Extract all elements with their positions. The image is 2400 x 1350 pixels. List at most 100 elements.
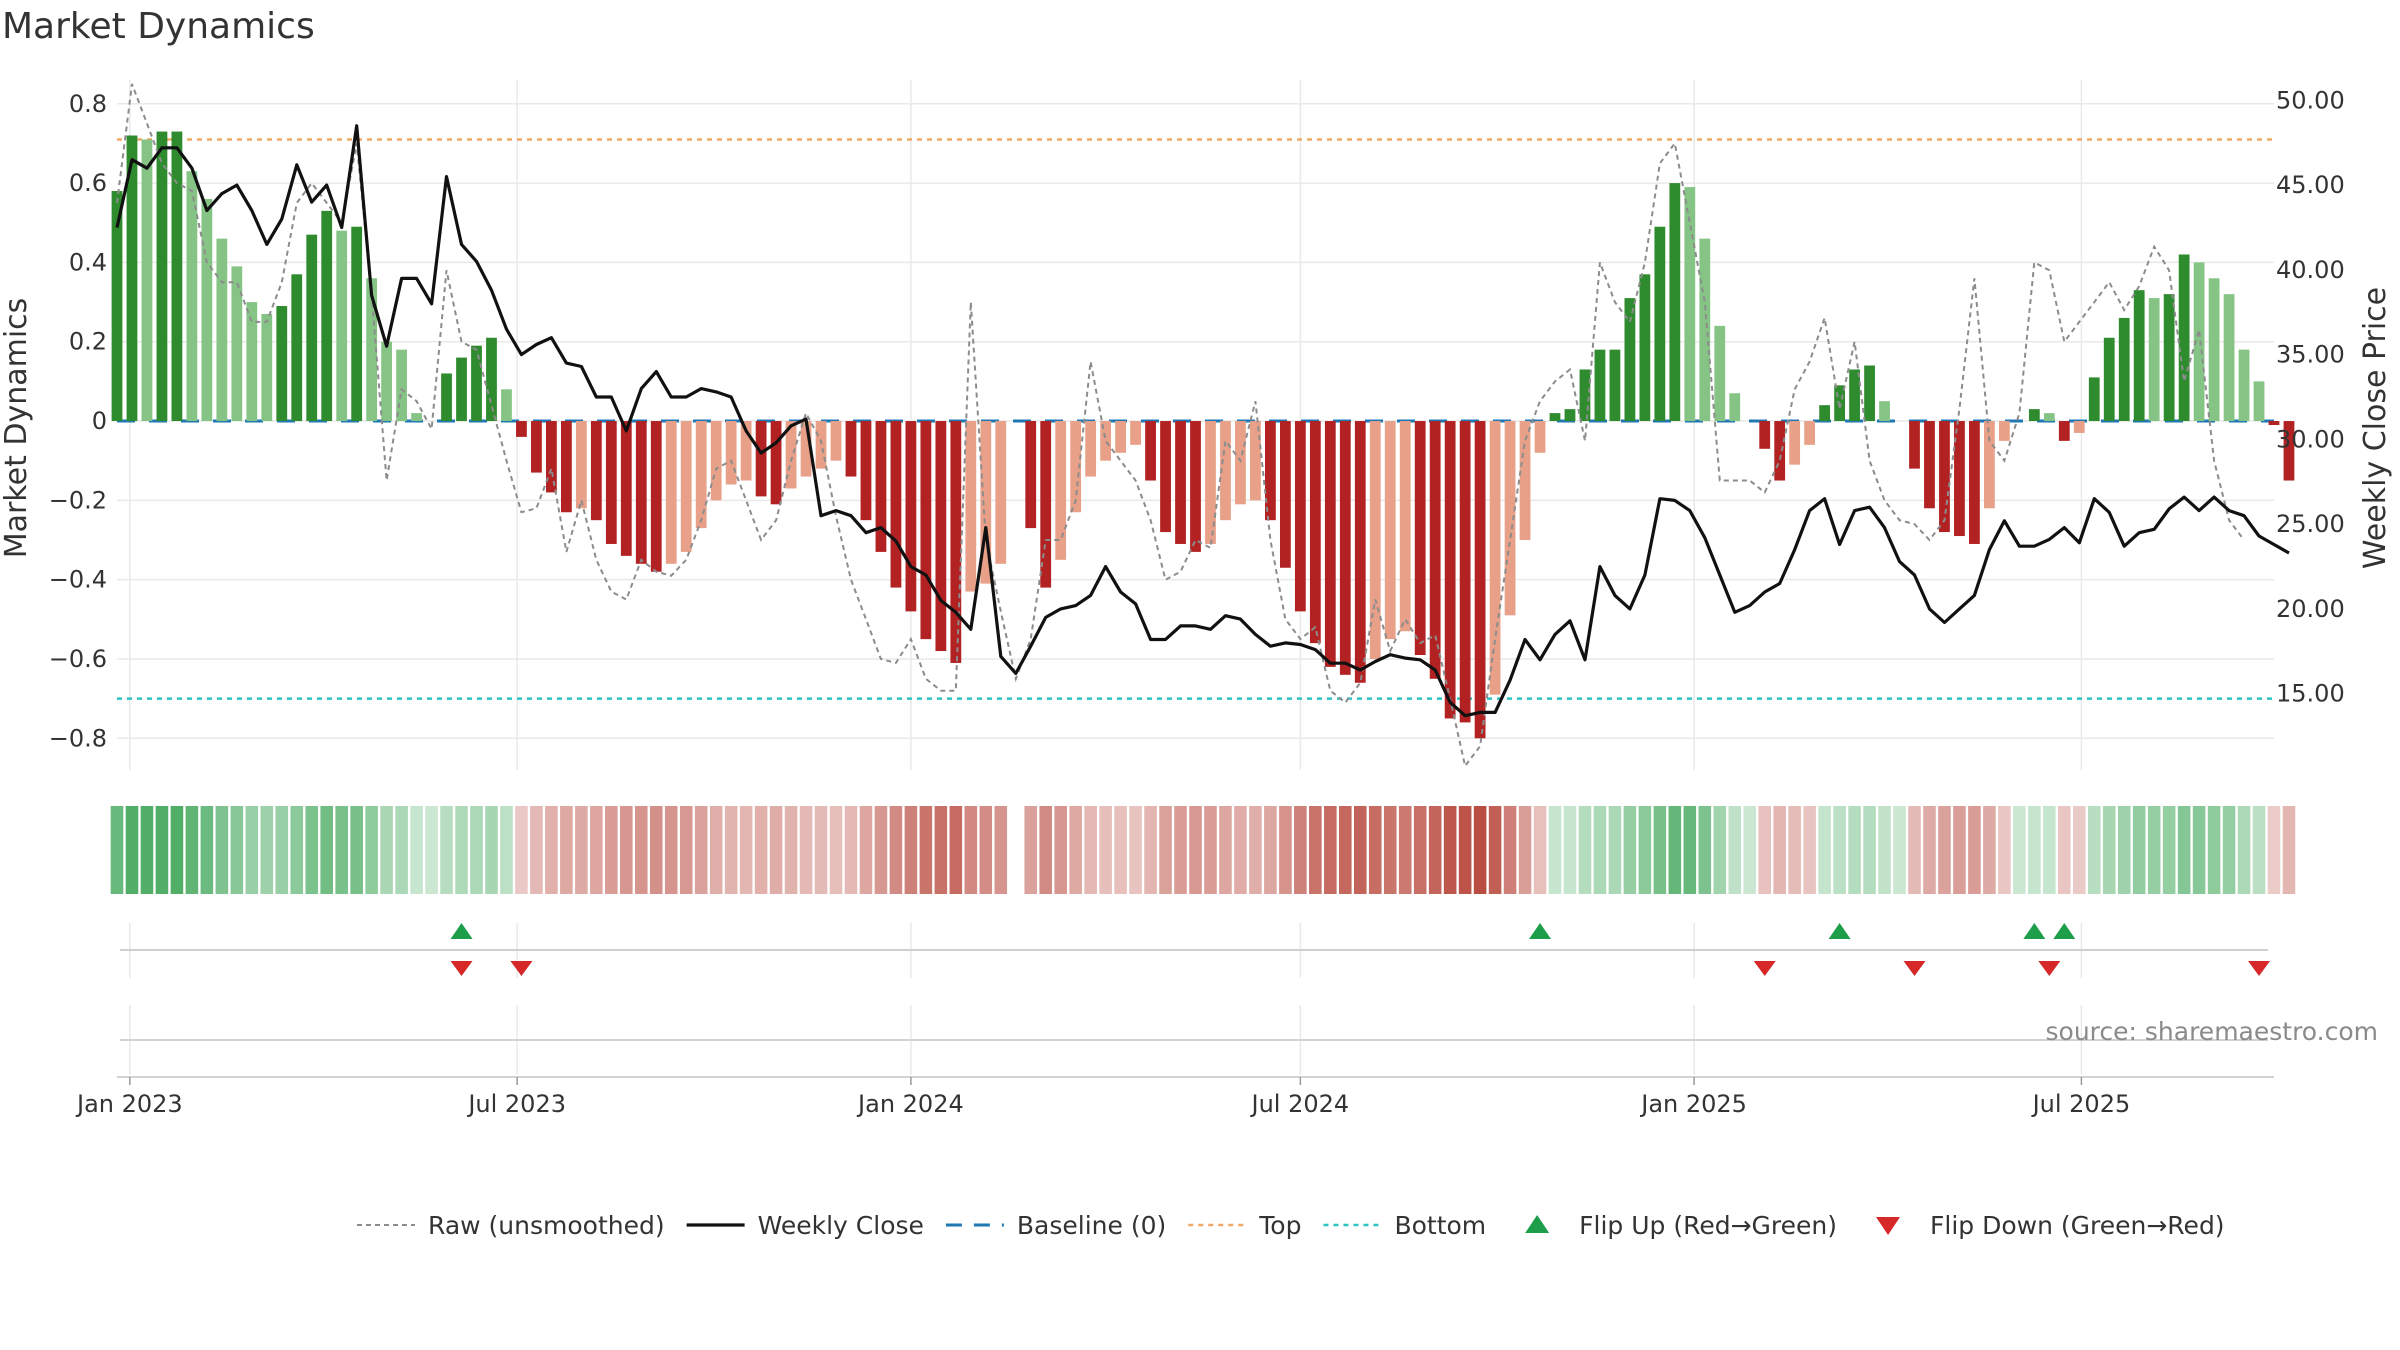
dynamics-bar bbox=[216, 238, 228, 422]
y-tick-label-right: 20.00 bbox=[2276, 595, 2345, 623]
heat-cell bbox=[934, 806, 948, 894]
heat-cell bbox=[814, 806, 828, 894]
dynamics-bar bbox=[860, 421, 872, 521]
x-tick-label: Jul 2025 bbox=[2031, 1090, 2131, 1118]
heat-cell bbox=[1728, 806, 1742, 894]
dynamics-bar bbox=[1969, 421, 1980, 544]
flip-down-marker bbox=[1753, 961, 1776, 976]
heat-cell bbox=[649, 806, 663, 894]
heat-cell bbox=[1503, 806, 1517, 894]
heat-cell bbox=[1623, 806, 1637, 894]
dynamics-bar bbox=[1474, 421, 1486, 739]
dynamics-bar bbox=[2133, 290, 2145, 422]
y-tick-label-right: 30.00 bbox=[2276, 425, 2345, 453]
heat-cell bbox=[799, 806, 813, 894]
heat-cell bbox=[2162, 806, 2176, 894]
heat-cell bbox=[1368, 806, 1382, 894]
dynamics-bar bbox=[2088, 377, 2100, 422]
heat-cell bbox=[2177, 806, 2191, 894]
dynamics-bar bbox=[605, 421, 617, 544]
dynamics-bar bbox=[486, 337, 497, 422]
legend-label: Raw (unsmoothed) bbox=[428, 1211, 665, 1240]
dynamics-bar bbox=[1984, 421, 1995, 509]
heat-cell bbox=[889, 806, 903, 894]
heat-cell bbox=[1578, 806, 1592, 894]
dynamics-bar bbox=[381, 341, 393, 422]
dynamics-bar bbox=[186, 171, 198, 422]
y-tick-label-left: −0.6 bbox=[49, 645, 107, 673]
dynamics-bar bbox=[680, 421, 692, 552]
heat-cell bbox=[1294, 806, 1307, 894]
heat-cell bbox=[1279, 806, 1292, 894]
y-tick-label-left: −0.8 bbox=[49, 724, 107, 752]
flip-markers-panel bbox=[120, 923, 2271, 978]
dynamics-bar bbox=[710, 421, 722, 501]
heat-cell bbox=[560, 806, 573, 894]
heat-cell bbox=[1998, 806, 2011, 894]
heat-cell bbox=[769, 806, 783, 894]
heat-cell bbox=[2192, 806, 2206, 894]
dynamics-bar bbox=[1864, 365, 1875, 422]
heat-cell bbox=[1084, 806, 1097, 894]
heat-cell bbox=[994, 806, 1008, 894]
y-tick-label-left: −0.4 bbox=[49, 566, 107, 594]
y-axis-right-ticks: 50.00 45.00 40.00 35.00 30.00 25.00 20.00 15.00 bbox=[2276, 86, 2345, 707]
dynamics-bar bbox=[1804, 421, 1816, 445]
heat-cell bbox=[1353, 806, 1367, 894]
dynamics-bar bbox=[995, 421, 1007, 564]
dynamics-bar bbox=[1909, 421, 1920, 469]
dynamics-bar bbox=[2238, 349, 2250, 422]
heat-cell bbox=[1204, 806, 1217, 894]
dynamics-bar bbox=[2028, 409, 2040, 422]
dynamics-bar bbox=[800, 421, 812, 477]
dynamics-bar bbox=[560, 421, 572, 513]
dynamics-bar bbox=[1819, 405, 1831, 422]
dynamics-bar bbox=[1549, 413, 1561, 422]
legend-item-flip_down: Flip Down (Green→Red) bbox=[1876, 1211, 2225, 1240]
flip-down-marker bbox=[1903, 961, 1926, 976]
empty-lower-panel bbox=[117, 1005, 2274, 1078]
y-tick-label-left: 0.2 bbox=[69, 328, 107, 356]
heat-cell bbox=[2013, 806, 2026, 894]
heat-cell bbox=[2282, 806, 2296, 894]
heat-cell bbox=[575, 806, 588, 894]
dynamics-bar bbox=[441, 373, 452, 422]
dynamics-bar bbox=[1669, 183, 1681, 422]
dynamics-bar bbox=[935, 421, 947, 652]
dynamics-bar bbox=[920, 421, 932, 640]
flip-up-marker bbox=[2053, 923, 2076, 939]
dynamics-bar bbox=[366, 278, 378, 422]
dynamics-bar bbox=[1025, 421, 1037, 529]
dynamics-bar bbox=[1624, 298, 1636, 422]
heat-cell bbox=[634, 806, 648, 894]
heat-cell bbox=[694, 806, 708, 894]
heat-cell bbox=[320, 806, 333, 894]
dynamics-bar bbox=[276, 306, 288, 422]
heat-cell bbox=[1668, 806, 1682, 894]
legend-label: Top bbox=[1258, 1211, 1301, 1240]
dynamics-bar bbox=[321, 210, 333, 422]
heat-cell bbox=[1983, 806, 1996, 894]
dynamics-bar bbox=[620, 421, 632, 556]
x-tick-label: Jul 2023 bbox=[466, 1090, 566, 1118]
dynamics-bar bbox=[126, 135, 138, 422]
heat-cell bbox=[1488, 806, 1502, 894]
heat-cell bbox=[1249, 806, 1262, 894]
dynamics-bar bbox=[2208, 278, 2220, 422]
heat-cell bbox=[1593, 806, 1607, 894]
y-axis-left-ticks: 0.8 0.6 0.4 0.2 0 −0.2 −0.4 −0.6 −0.8 bbox=[49, 90, 107, 752]
dynamics-bar bbox=[1324, 421, 1336, 667]
heat-cell bbox=[170, 806, 184, 894]
heat-cell bbox=[1324, 806, 1337, 894]
heat-cell bbox=[2207, 806, 2221, 894]
dynamics-bar bbox=[1998, 421, 2010, 441]
dynamics-bar bbox=[905, 421, 917, 612]
dynamics-bar bbox=[156, 131, 168, 422]
heat-cell bbox=[664, 806, 678, 894]
legend-swatch bbox=[1876, 1217, 1901, 1235]
heat-cell bbox=[1653, 806, 1667, 894]
dynamics-bar bbox=[1384, 421, 1396, 640]
heat-cell bbox=[1054, 806, 1067, 894]
dynamics-bar bbox=[740, 421, 752, 481]
dynamics-bar bbox=[1294, 421, 1306, 612]
